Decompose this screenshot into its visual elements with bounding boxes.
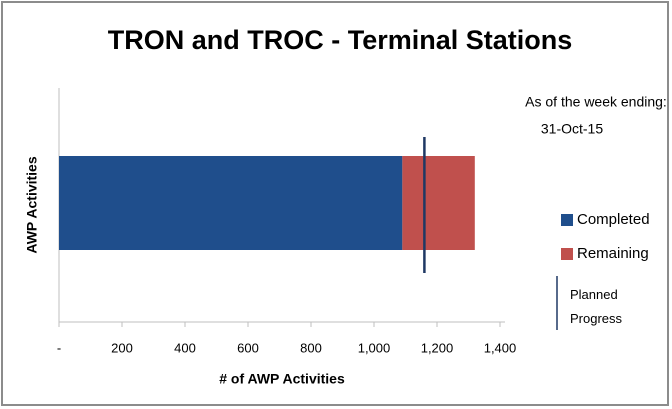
legend-swatch — [561, 214, 573, 226]
bar-segment — [402, 156, 475, 250]
x-tick-label: 800 — [300, 340, 322, 355]
x-tick-label: 200 — [111, 340, 133, 355]
legend-label: Completed — [577, 211, 650, 228]
x-axis-label: # of AWP Activities — [219, 371, 345, 387]
legend-swatch — [561, 248, 573, 260]
annotation: As of the week ending: — [525, 94, 667, 110]
chart-title: TRON and TROC - Terminal Stations — [108, 25, 573, 55]
x-tick-label: 1,200 — [421, 340, 454, 355]
legend-label: Planned Progress — [570, 287, 623, 326]
bar-segment — [59, 156, 403, 250]
x-tick-label: - — [57, 340, 61, 355]
y-axis-label: AWP Activities — [24, 156, 40, 253]
x-tick-label: 600 — [237, 340, 259, 355]
x-tick-label: 400 — [174, 340, 196, 355]
legend-label: Remaining — [577, 245, 649, 262]
x-tick-label: 1,400 — [484, 340, 517, 355]
annotation: 31-Oct-15 — [541, 121, 603, 137]
x-tick-label: 1,000 — [358, 340, 391, 355]
